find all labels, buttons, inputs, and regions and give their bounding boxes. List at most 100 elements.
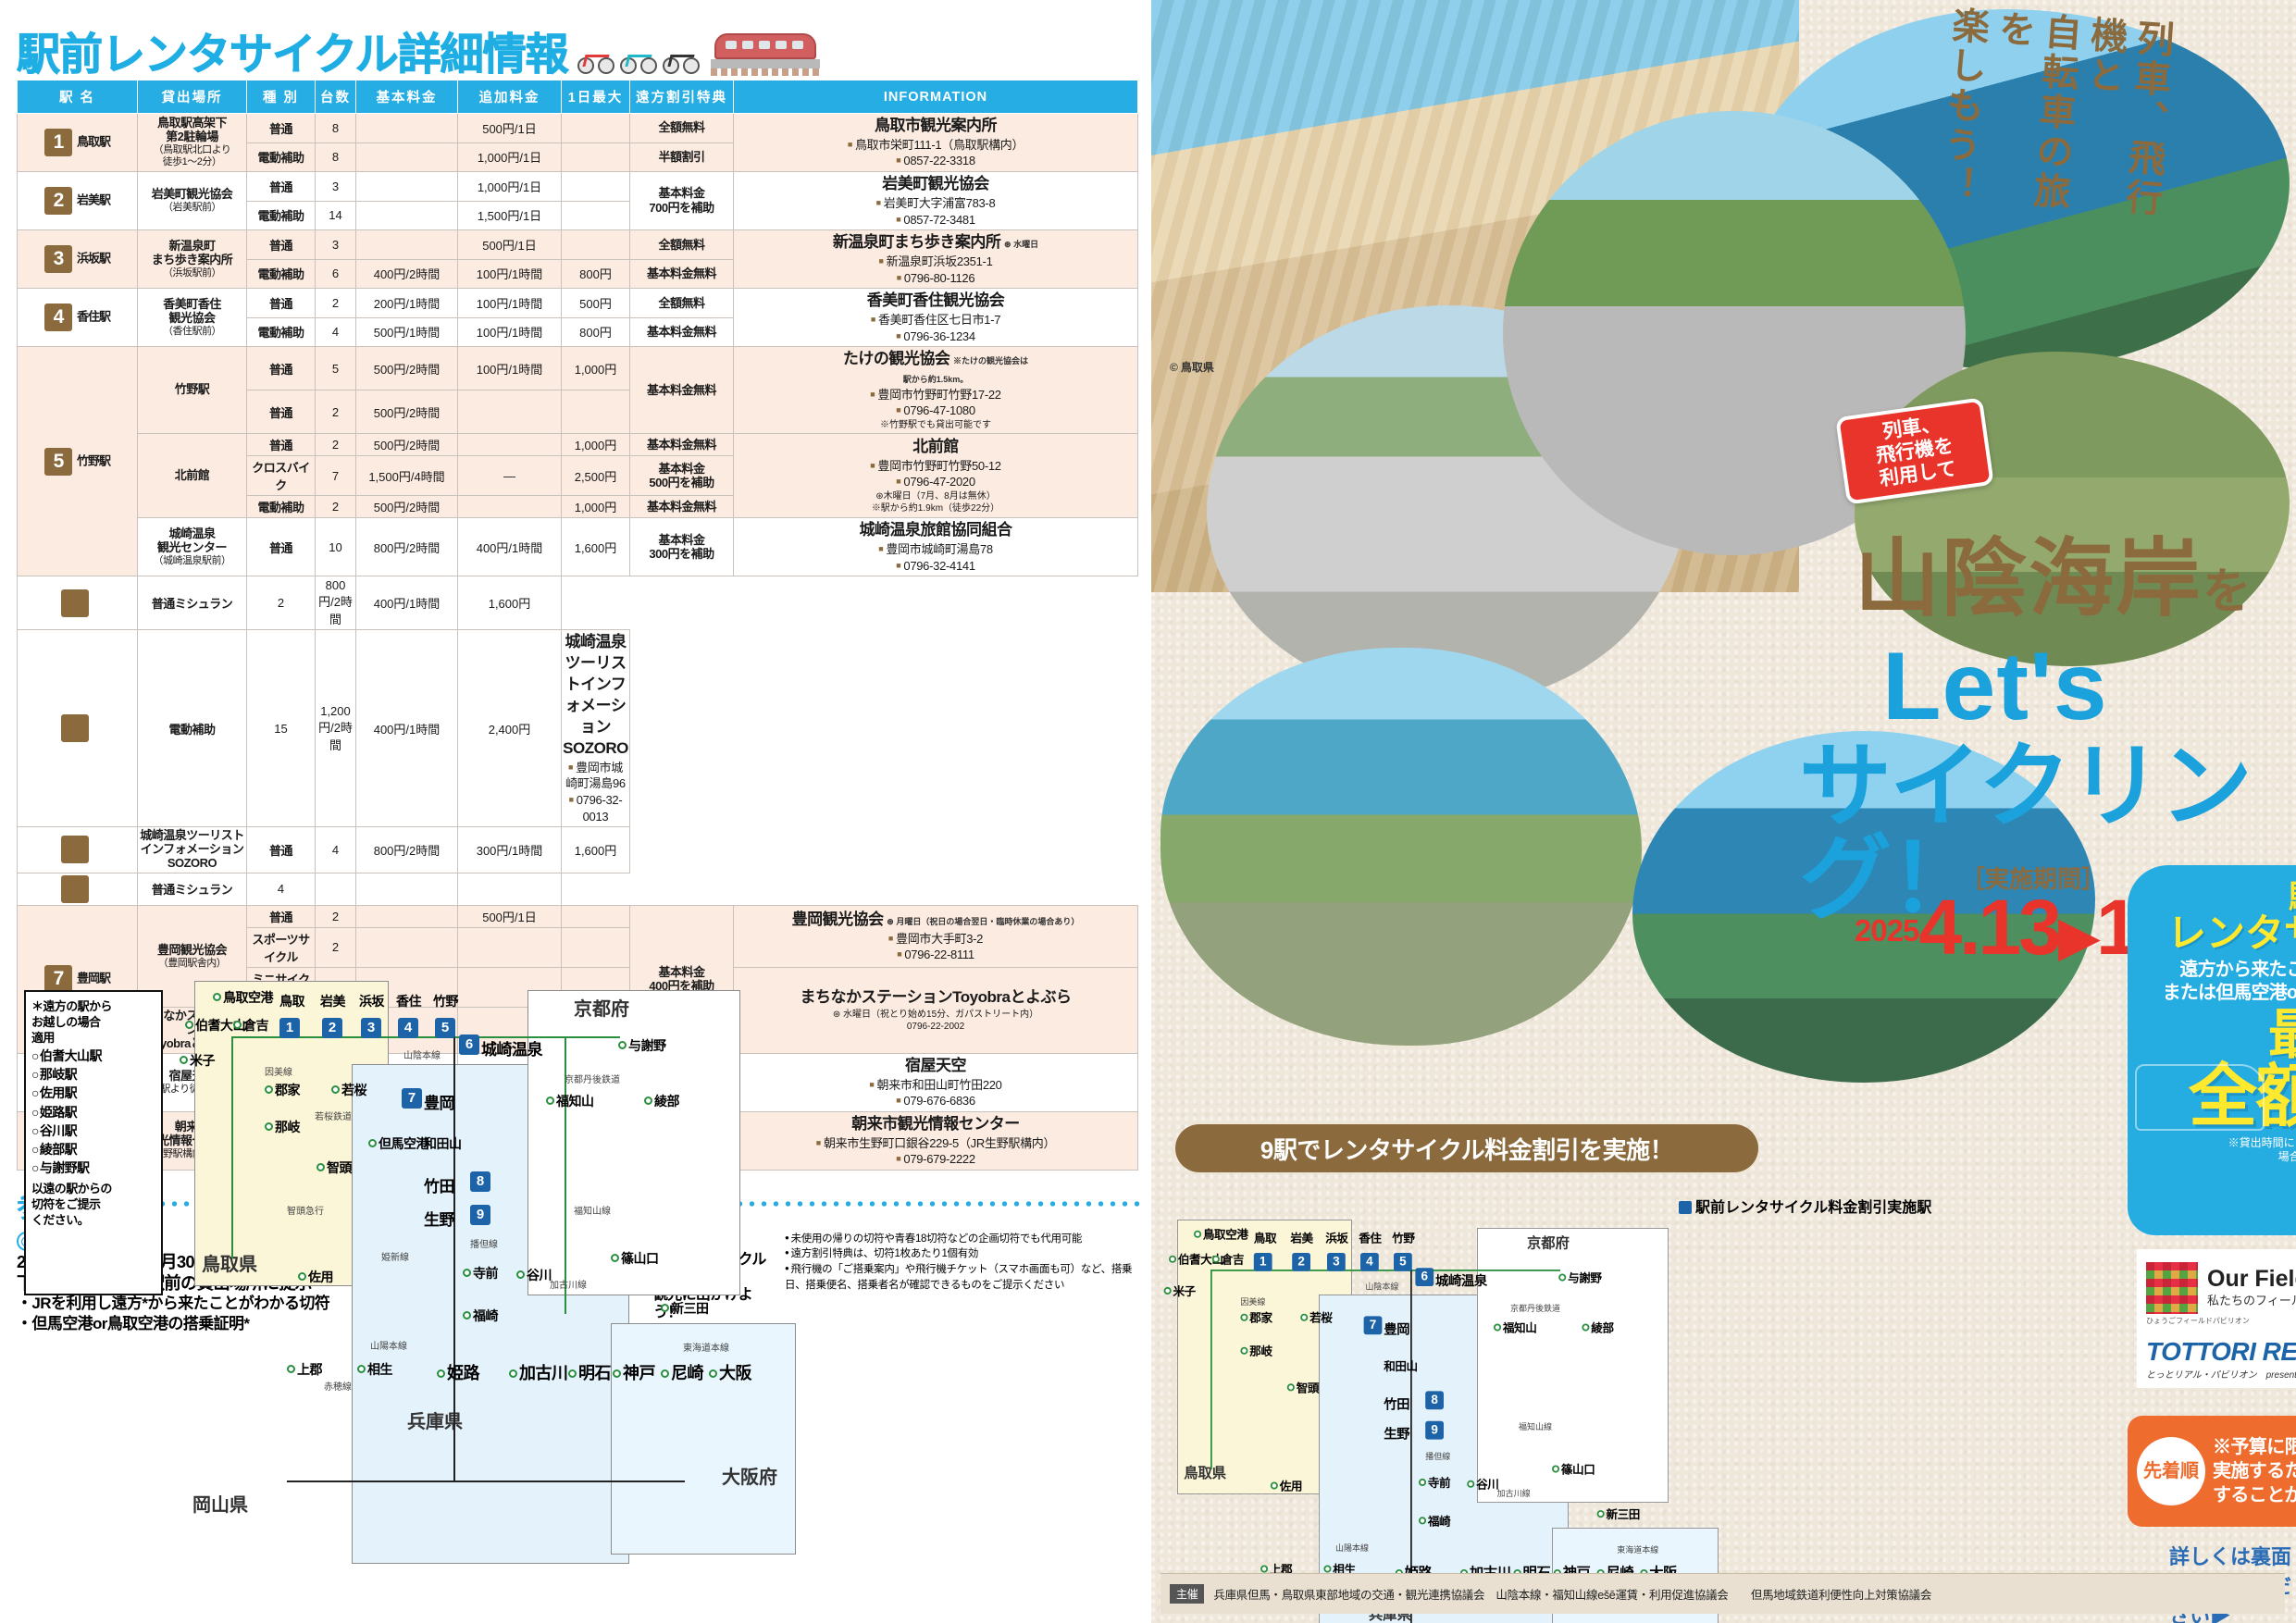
station-number: [61, 588, 89, 617]
brand-line: TOTTORI REAL PAVILION: [2146, 1337, 2296, 1366]
r-station-nagi: 那岐: [1240, 1343, 1272, 1359]
cell-place: 岩美町観光協会 （岩美駅前）: [137, 171, 247, 231]
cell-kind: 普通: [246, 826, 316, 873]
sdg-en: Our Field, Our SDGs: [2207, 1266, 2296, 1292]
cell-daily-max: [561, 904, 630, 928]
period-year: 2025: [1855, 913, 1919, 948]
map-marker-1: 1: [279, 1018, 300, 1038]
info-name: 香美町香住観光協会: [866, 291, 1005, 310]
cell-station: 4 香住駅: [17, 288, 138, 348]
bicycle-icon: [662, 46, 700, 74]
map-station-amagasaki: 尼崎: [661, 1360, 704, 1384]
region-label-kyoto: 京都府: [574, 999, 629, 1020]
title-cycling: サイクリング！: [1799, 735, 2253, 931]
table-row: 3 浜坂駅 新温泉町 まち歩き案内所 （浜坂駅前） 普通 3 500円/1日 全額無料 新温泉町ま…: [17, 229, 1138, 290]
info-line: 079-676-6836: [735, 1093, 1136, 1109]
cell-base-fee: 500円/2時間: [355, 495, 458, 519]
cell-kind: 普通: [246, 517, 316, 577]
left-panel: 駅前レンタサイクル詳細情報 駅 名 貸出場: [0, 0, 1151, 1623]
r-station-iwami: 岩美: [1290, 1231, 1313, 1245]
cell-kind: 普通ミシュラン: [137, 576, 247, 631]
cell-count: 2: [246, 576, 316, 631]
table-row: 普通ミシュラン 4: [17, 872, 1138, 906]
title-brown: 山陰海岸を: [1855, 532, 2253, 626]
cell-daily-max: 2,500円: [561, 455, 630, 497]
cell-information: 城崎温泉ツーリストインフォメーションSOZORO豊岡市城崎町湯島960796-3…: [561, 629, 630, 828]
cell-kind: 普通: [246, 433, 316, 457]
r-station-ayabe: 綾部: [1582, 1319, 1614, 1336]
cell-information: 朝来市観光情報センター朝来市生野町口銀谷229-5（JR生野駅構内）079-67…: [733, 1110, 1138, 1171]
cell-information: 宿屋天空朝来市和田山町竹田220079-676-6836: [733, 1052, 1138, 1112]
station-name: 竹野駅: [76, 453, 111, 468]
cell-discount: 基本料金 500円を補助: [629, 455, 734, 497]
table-row: 城崎温泉 観光センター （城崎温泉駅前） 普通 10 800円/2時間 400円/1時間 1,…: [18, 517, 1138, 577]
cell-count: 2: [315, 926, 356, 968]
cell-kind: 電動補助: [246, 142, 316, 173]
cell-base-fee: 500円/2時間: [355, 390, 458, 435]
cell-extra-fee: 400円/1時間: [355, 576, 458, 631]
r-station-terami: 寺前: [1419, 1474, 1451, 1491]
r-station-takeno: 竹野: [1392, 1231, 1415, 1245]
cell-station: 5 竹野駅: [17, 346, 138, 577]
cell-daily-max: [561, 142, 630, 173]
table-row: 城崎温泉ツーリスト インフォメーション SOZORO 普通 4 800円/2時間 300円/…: [17, 826, 1138, 873]
map-line-inbi: 因美線: [265, 1068, 292, 1078]
cell-count: 2: [315, 495, 356, 519]
cell-base-fee: [355, 142, 458, 173]
map-note-item: 綾部駅: [31, 1140, 155, 1158]
cell-kind: 普通: [246, 288, 316, 318]
info-line: 0796-32-4141: [735, 558, 1136, 575]
station-name: 鳥取駅: [76, 134, 111, 149]
info-line: 豊岡市大手町3-2: [735, 931, 1136, 948]
first-come-tag: 先着順: [2137, 1437, 2205, 1505]
info-line: 0796-47-2020: [735, 474, 1136, 490]
cell-extra-fee: 100円/1時間: [457, 316, 562, 348]
th-discount: 遠方割引特典: [629, 80, 734, 114]
map-station-tottori: 鳥取: [279, 994, 305, 1009]
r-marker-5: 5: [1394, 1253, 1412, 1271]
step-1-bullet-2: 但馬空港or鳥取空港の搭乗証明*: [17, 1314, 391, 1334]
info-line: 0796-47-1080: [735, 403, 1136, 419]
map-station-shinsanda: 新三田: [661, 1299, 709, 1318]
cell-place: 新温泉町 まち歩き案内所 （浜坂駅前）: [137, 229, 247, 290]
th-daily-max: 1日最大: [561, 80, 630, 114]
cell-daily-max: 1,000円: [561, 495, 630, 519]
cell-extra-fee: 500円/1日: [457, 229, 562, 260]
cell-kind: クロスバイク: [246, 455, 316, 497]
cell-discount: 基本料金無料: [629, 316, 734, 348]
map-line-fukuchiyama: 福知山線: [574, 1207, 611, 1217]
station-number: 2: [43, 187, 72, 216]
cell-place: 香美町香住 観光協会 （香住駅前）: [137, 288, 247, 348]
table-row: 電動補助 8 1,000円/1日 半額割引: [18, 142, 1138, 173]
table-header-row: 駅 名 貸出場所 種 別 台数 基本料金 追加料金 1日最大 遠方割引特典 IN…: [17, 80, 1138, 114]
right-panel: 鳥取県 列車、飛行機と 自転車の旅を 楽しもう！ 列車、 飛行機を 利用して 山…: [1151, 0, 2296, 1623]
table-row: 普通 2 500円/2時間: [18, 390, 1138, 435]
cell-base-fee: 800円/2時間: [355, 826, 458, 873]
region-label-okayama: 岡山県: [192, 1495, 248, 1516]
r-line-sanyo: 山陽本線: [1335, 1544, 1369, 1554]
sdg-tiny: ひょうごフィールドパビリオン: [2146, 1317, 2250, 1325]
r-station-aioi: 相生: [1323, 1561, 1356, 1578]
cell-kind: 普通: [246, 229, 316, 260]
map-line-ako: 赤穂線: [324, 1382, 352, 1393]
map-station-takeno: 竹野: [433, 994, 459, 1009]
map-legend: 駅前レンタサイクル料金割引実施駅: [1679, 1195, 1931, 1217]
orange-notice-box: 先着順 ※予算に限りがあり、先着順で 実施するため、期間途中で終了 することがあ…: [2128, 1416, 2296, 1527]
r-line-sanin: 山陰本線: [1365, 1282, 1399, 1293]
cell-kind: 普通: [246, 904, 316, 928]
cell-discount: 基本料金無料: [629, 495, 734, 519]
station-number: 4: [43, 304, 72, 332]
cell-extra-fee: [355, 872, 458, 906]
map-station-hamasaka: 浜坂: [359, 994, 385, 1009]
cta-big1: 最大: [2267, 1004, 2296, 1065]
r-station-tanikawa: 谷川: [1467, 1476, 1499, 1493]
cta-line2: レンタサイクルが: [2167, 911, 2296, 955]
map-station-ayabe: 綾部: [644, 1092, 680, 1110]
info-name: 朝来市観光情報センター: [851, 1114, 1020, 1133]
cell-daily-max: [561, 926, 630, 968]
info-line: 0796-80-1126: [735, 270, 1136, 287]
info-note: ※たけの観光協会は 駅から約1.5km。: [902, 356, 1029, 385]
cell-extra-fee: 500円/1日: [457, 113, 562, 143]
slant-headline: 列車、飛行機と 自転車の旅を 楽しもう！: [1934, 5, 2174, 219]
